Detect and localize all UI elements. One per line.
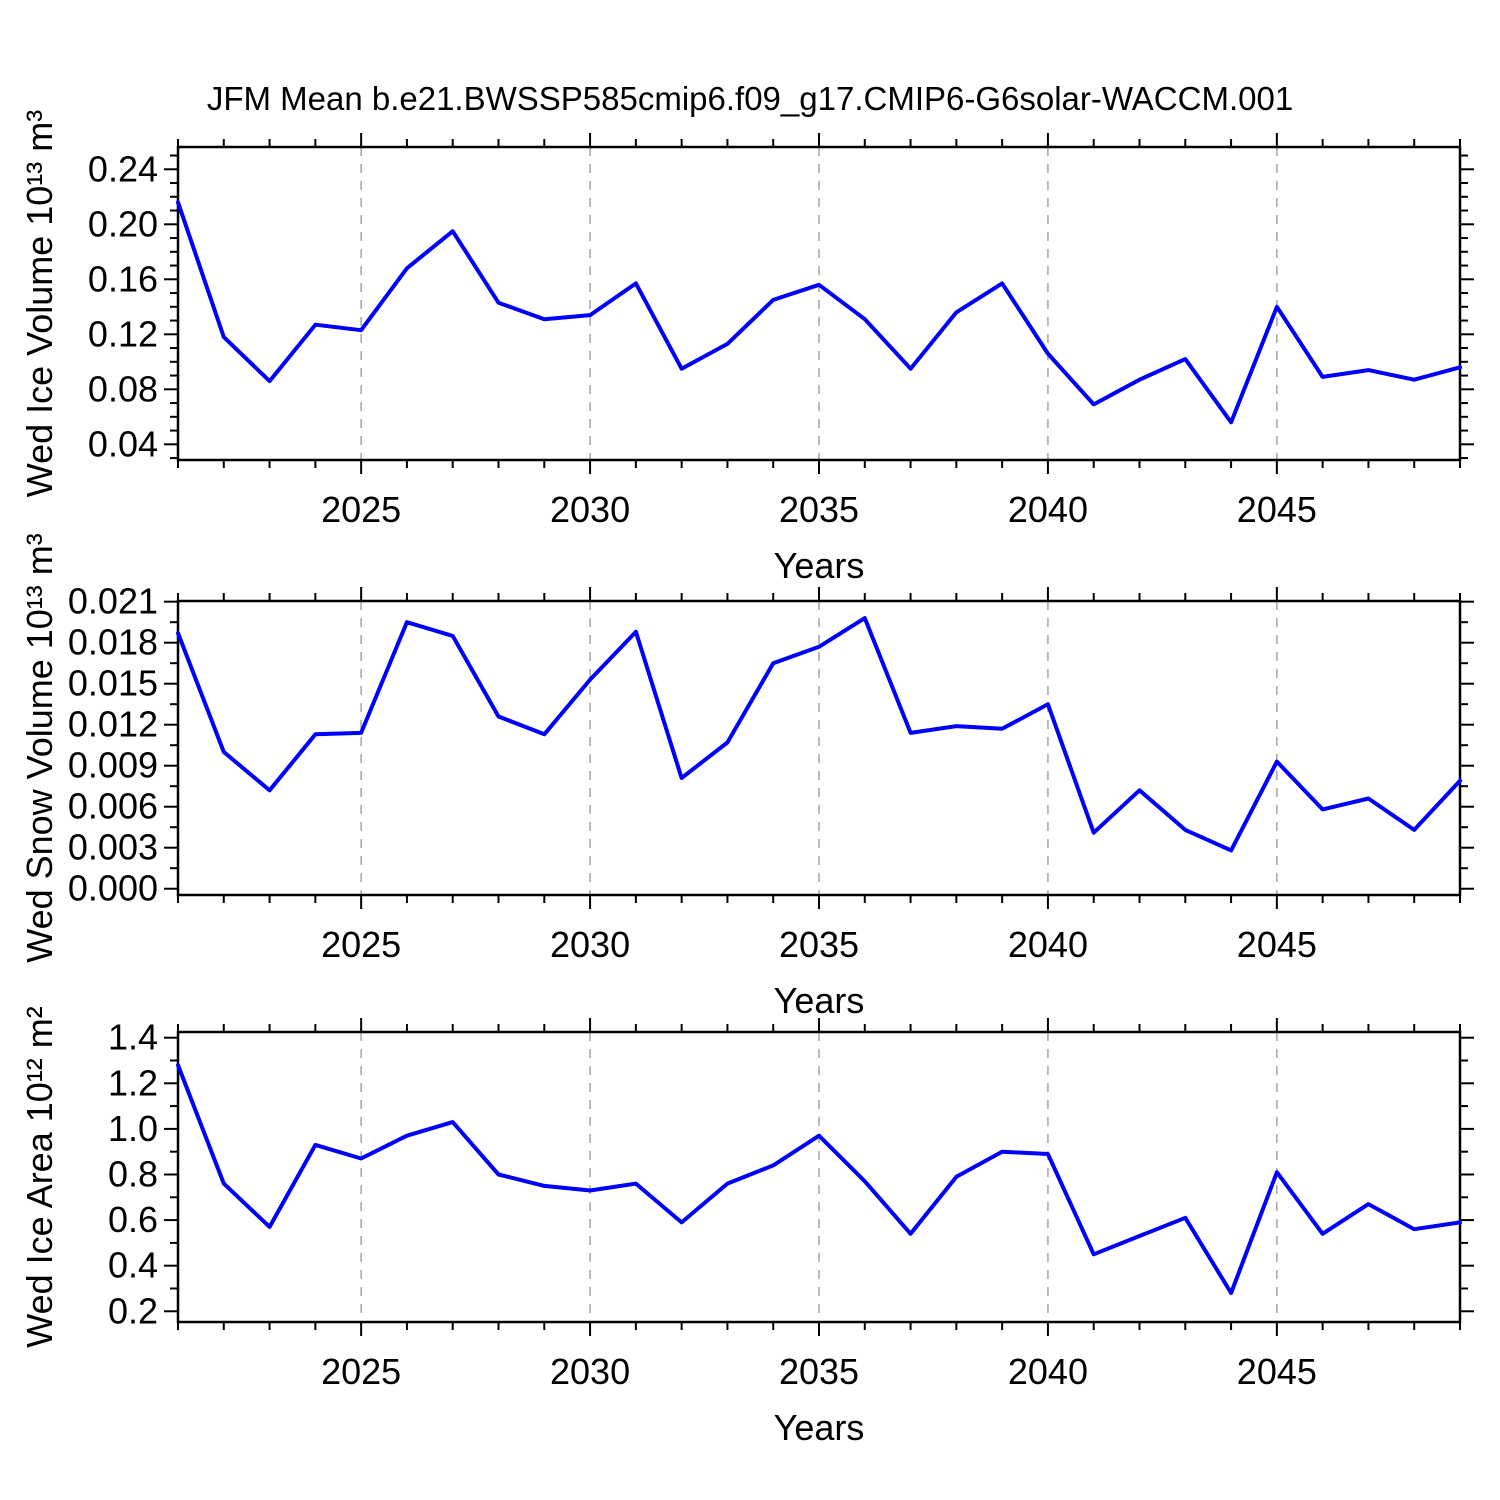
x-axis-title: Years [774,545,865,586]
x-tick-label: 2030 [550,489,630,530]
y-tick-label: 0.006 [68,786,158,827]
y-tick-label: 1.4 [108,1017,158,1058]
plot-frame [176,145,1462,462]
y-tick-label: 1.2 [108,1062,158,1103]
y-tick-label: 0.021 [68,581,158,622]
y-tick-label: 0.015 [68,663,158,704]
y-tick-label: 0.009 [68,745,158,786]
data-line-wed-ice-area [176,1063,1462,1295]
x-tick-label: 2045 [1237,489,1317,530]
y-axis-title: Wed Snow Volume 10¹³ m³ [19,533,60,963]
y-tick-label: 0.12 [88,313,158,354]
y-tick-label: 0.6 [108,1199,158,1240]
data-line-wed-snow-volume [176,616,1462,853]
y-tick-label: 0.003 [68,827,158,868]
x-tick-label: 2035 [779,924,859,965]
panel-3-wed-ice-area: 0.20.4 0.6 0.81.0 1.21.4 2025 2030 2035 2040 204… [19,1006,1474,1448]
x-tick-label: 2035 [779,489,859,530]
y-tick-label: 0.4 [108,1245,158,1286]
y-tick-label: 0.012 [68,704,158,745]
x-tick-label: 2030 [550,924,630,965]
plot-frame [176,1030,1462,1324]
x-tick-label: 2040 [1008,1351,1088,1392]
y-axis-title: Wed Ice Volume 10¹³ m³ [19,110,60,497]
y-tick-label: 0.24 [88,148,158,189]
panel-1-wed-ice-volume: 0.04 0.08 0.12 0.16 0.20 0.24 2025 2030 2035 2040… [19,110,1474,586]
x-axis-title: Years [774,980,865,1021]
data-line-wed-ice-volume [176,200,1462,425]
y-tick-label: 0.8 [108,1153,158,1194]
y-tick-label: 0.2 [108,1290,158,1331]
x-tick-label: 2030 [550,1351,630,1392]
y-tick-label: 0.08 [88,368,158,409]
y-tick-label: 0.000 [68,868,158,909]
y-tick-label: 0.04 [88,423,158,464]
y-axis-title: Wed Ice Area 10¹² m² [19,1006,60,1347]
plot-frame [176,599,1462,897]
x-tick-label: 2040 [1008,924,1088,965]
y-tick-label: 0.018 [68,622,158,663]
y-tick-label: 1.0 [108,1108,158,1149]
x-tick-label: 2025 [321,1351,401,1392]
panel-2-wed-snow-volume: 0.0000.0030.0060.0090.0120.0150.0180.021… [19,533,1474,1021]
x-axis-title: Years [774,1407,865,1448]
x-tick-label: 2025 [321,489,401,530]
x-tick-label: 2045 [1237,924,1317,965]
y-tick-label: 0.16 [88,258,158,299]
y-tick-label: 0.20 [88,203,158,244]
chart-title: JFM Mean b.e21.BWSSP585cmip6.f09_g17.CMI… [206,80,1294,117]
x-tick-label: 2035 [779,1351,859,1392]
x-tick-label: 2045 [1237,1351,1317,1392]
x-tick-label: 2025 [321,924,401,965]
x-tick-label: 2040 [1008,489,1088,530]
